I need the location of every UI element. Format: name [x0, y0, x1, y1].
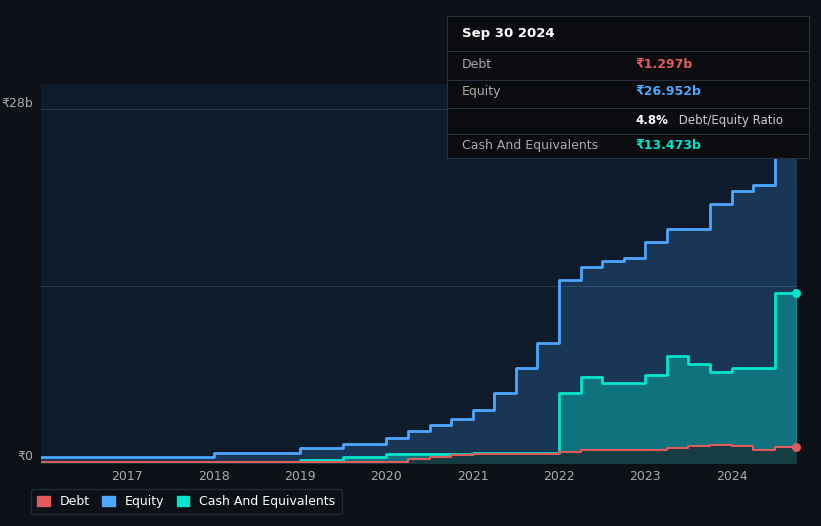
Text: ₹0: ₹0 [17, 450, 34, 463]
Text: Sep 30 2024: Sep 30 2024 [462, 27, 554, 40]
Text: Equity: Equity [462, 85, 502, 98]
Point [790, 118, 803, 127]
Text: Debt: Debt [462, 58, 492, 72]
Text: ₹26.952b: ₹26.952b [635, 85, 701, 98]
Legend: Debt, Equity, Cash And Equivalents: Debt, Equity, Cash And Equivalents [31, 489, 342, 514]
Text: Debt/Equity Ratio: Debt/Equity Ratio [675, 114, 783, 127]
Text: 4.8%: 4.8% [635, 114, 668, 127]
Point [790, 289, 803, 297]
Text: ₹28b: ₹28b [2, 96, 34, 109]
Point [790, 442, 803, 451]
Text: ₹13.473b: ₹13.473b [635, 139, 701, 153]
Text: Cash And Equivalents: Cash And Equivalents [462, 139, 598, 153]
Text: ₹1.297b: ₹1.297b [635, 58, 693, 72]
